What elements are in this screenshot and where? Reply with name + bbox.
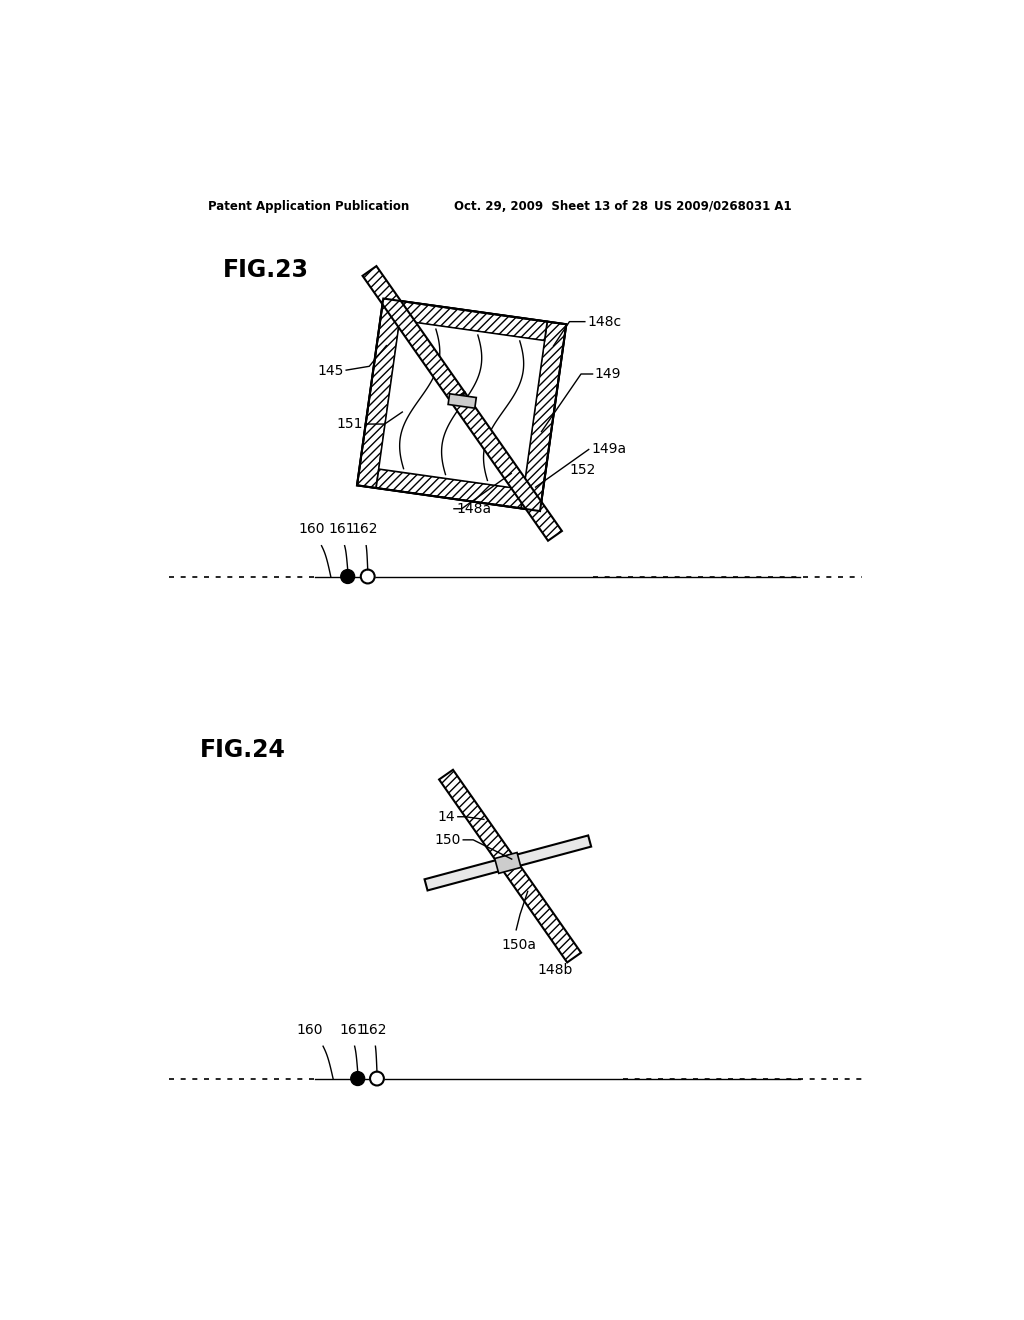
Text: 148a: 148a xyxy=(457,502,492,516)
Polygon shape xyxy=(495,853,521,874)
Text: FIG.24: FIG.24 xyxy=(200,738,286,762)
Text: 161: 161 xyxy=(329,523,355,536)
Text: 148b: 148b xyxy=(537,964,572,977)
Text: 145: 145 xyxy=(317,364,344,378)
Circle shape xyxy=(351,1072,365,1085)
Text: 162: 162 xyxy=(351,523,378,536)
Text: 14: 14 xyxy=(438,809,456,824)
Text: Patent Application Publication: Patent Application Publication xyxy=(208,199,409,213)
Polygon shape xyxy=(439,770,515,867)
Polygon shape xyxy=(362,267,465,403)
Text: 162: 162 xyxy=(360,1023,387,1038)
Text: 149: 149 xyxy=(595,367,622,381)
Text: 160: 160 xyxy=(298,523,325,536)
Polygon shape xyxy=(376,469,523,508)
Text: FIG.23: FIG.23 xyxy=(223,257,309,282)
Polygon shape xyxy=(357,298,402,488)
Text: US 2009/0268031 A1: US 2009/0268031 A1 xyxy=(654,199,792,213)
Polygon shape xyxy=(451,392,562,541)
Text: 150: 150 xyxy=(434,833,461,847)
Circle shape xyxy=(370,1072,384,1085)
Polygon shape xyxy=(399,301,547,341)
Polygon shape xyxy=(379,321,545,490)
Text: Oct. 29, 2009  Sheet 13 of 28: Oct. 29, 2009 Sheet 13 of 28 xyxy=(454,199,648,213)
Text: 150a: 150a xyxy=(501,937,536,952)
Circle shape xyxy=(341,570,354,583)
Polygon shape xyxy=(501,858,581,962)
Text: 160: 160 xyxy=(297,1023,324,1038)
Text: 149a: 149a xyxy=(591,442,626,457)
Text: 152: 152 xyxy=(569,463,596,478)
Circle shape xyxy=(360,570,375,583)
Polygon shape xyxy=(521,322,566,511)
Polygon shape xyxy=(449,393,476,408)
Text: 161: 161 xyxy=(339,1023,366,1038)
Text: 148c: 148c xyxy=(587,314,622,329)
Polygon shape xyxy=(425,836,591,891)
Text: 151: 151 xyxy=(337,417,364,432)
